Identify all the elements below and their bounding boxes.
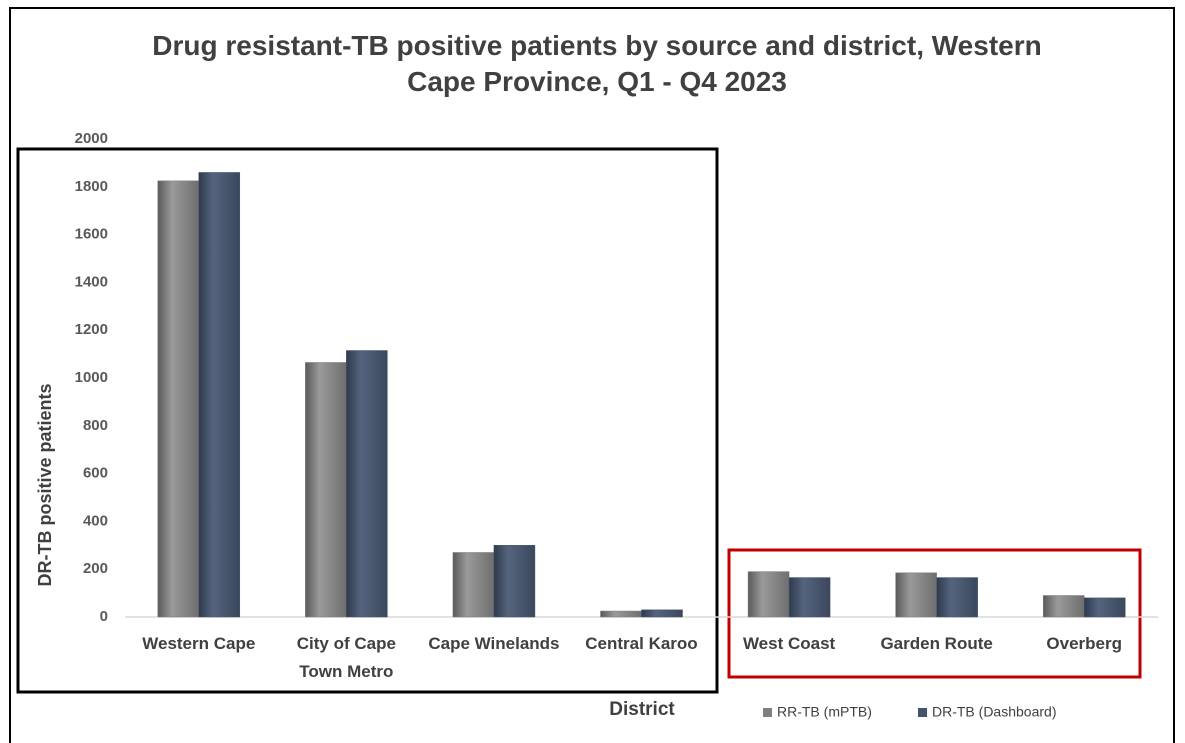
highlight-box: [727, 548, 1142, 679]
bar: [1083, 597, 1126, 618]
y-tick-label: 1200: [75, 321, 108, 338]
y-tick-label: 1600: [75, 226, 108, 243]
y-tick-label: 0: [100, 608, 108, 625]
bar: [747, 571, 790, 618]
legend-label: DR-TB (Dashboard): [932, 704, 1056, 720]
x-axis-label: District: [609, 699, 675, 720]
bar: [493, 545, 536, 618]
bar: [895, 572, 937, 618]
y-tick-label: 1800: [75, 178, 108, 195]
frame: [9, 7, 1175, 743]
bar: [198, 172, 241, 618]
chart-title: Drug resistant-TB positive patients by s…: [152, 30, 1041, 97]
y-tick-label: 200: [83, 560, 108, 577]
bar: [788, 577, 831, 618]
y-axis-label: DR-TB positive patients: [35, 383, 55, 586]
x-tick-label: Overberg: [1046, 634, 1122, 653]
bar: [936, 577, 978, 618]
highlight-box: [16, 147, 719, 694]
y-tick-label: 800: [83, 417, 108, 434]
bar: [1042, 595, 1085, 618]
x-tick-label: Garden Route: [880, 634, 992, 653]
y-tick-label: 1000: [75, 369, 108, 386]
bar: [600, 610, 642, 618]
legend-swatch: [918, 708, 927, 717]
bar: [157, 180, 200, 618]
legend-swatch: [763, 708, 772, 717]
bar: [305, 362, 347, 618]
y-tick-label: 400: [83, 512, 108, 529]
legend-label: RR-TB (mPTB): [777, 704, 872, 720]
y-tick-label: 2000: [75, 130, 108, 147]
x-tick-label: Western Cape: [142, 634, 255, 653]
y-tick-label: 1400: [75, 273, 108, 290]
x-tick-label: Central Karoo: [585, 634, 697, 653]
x-tick-label: Cape Winelands: [428, 634, 559, 653]
bar: [641, 609, 683, 618]
x-tick-label: City of Cape Town Metro: [297, 634, 396, 681]
y-tick-label: 600: [83, 465, 108, 482]
bar: [346, 350, 388, 618]
x-tick-label: West Coast: [743, 634, 836, 653]
bar: [452, 552, 495, 618]
